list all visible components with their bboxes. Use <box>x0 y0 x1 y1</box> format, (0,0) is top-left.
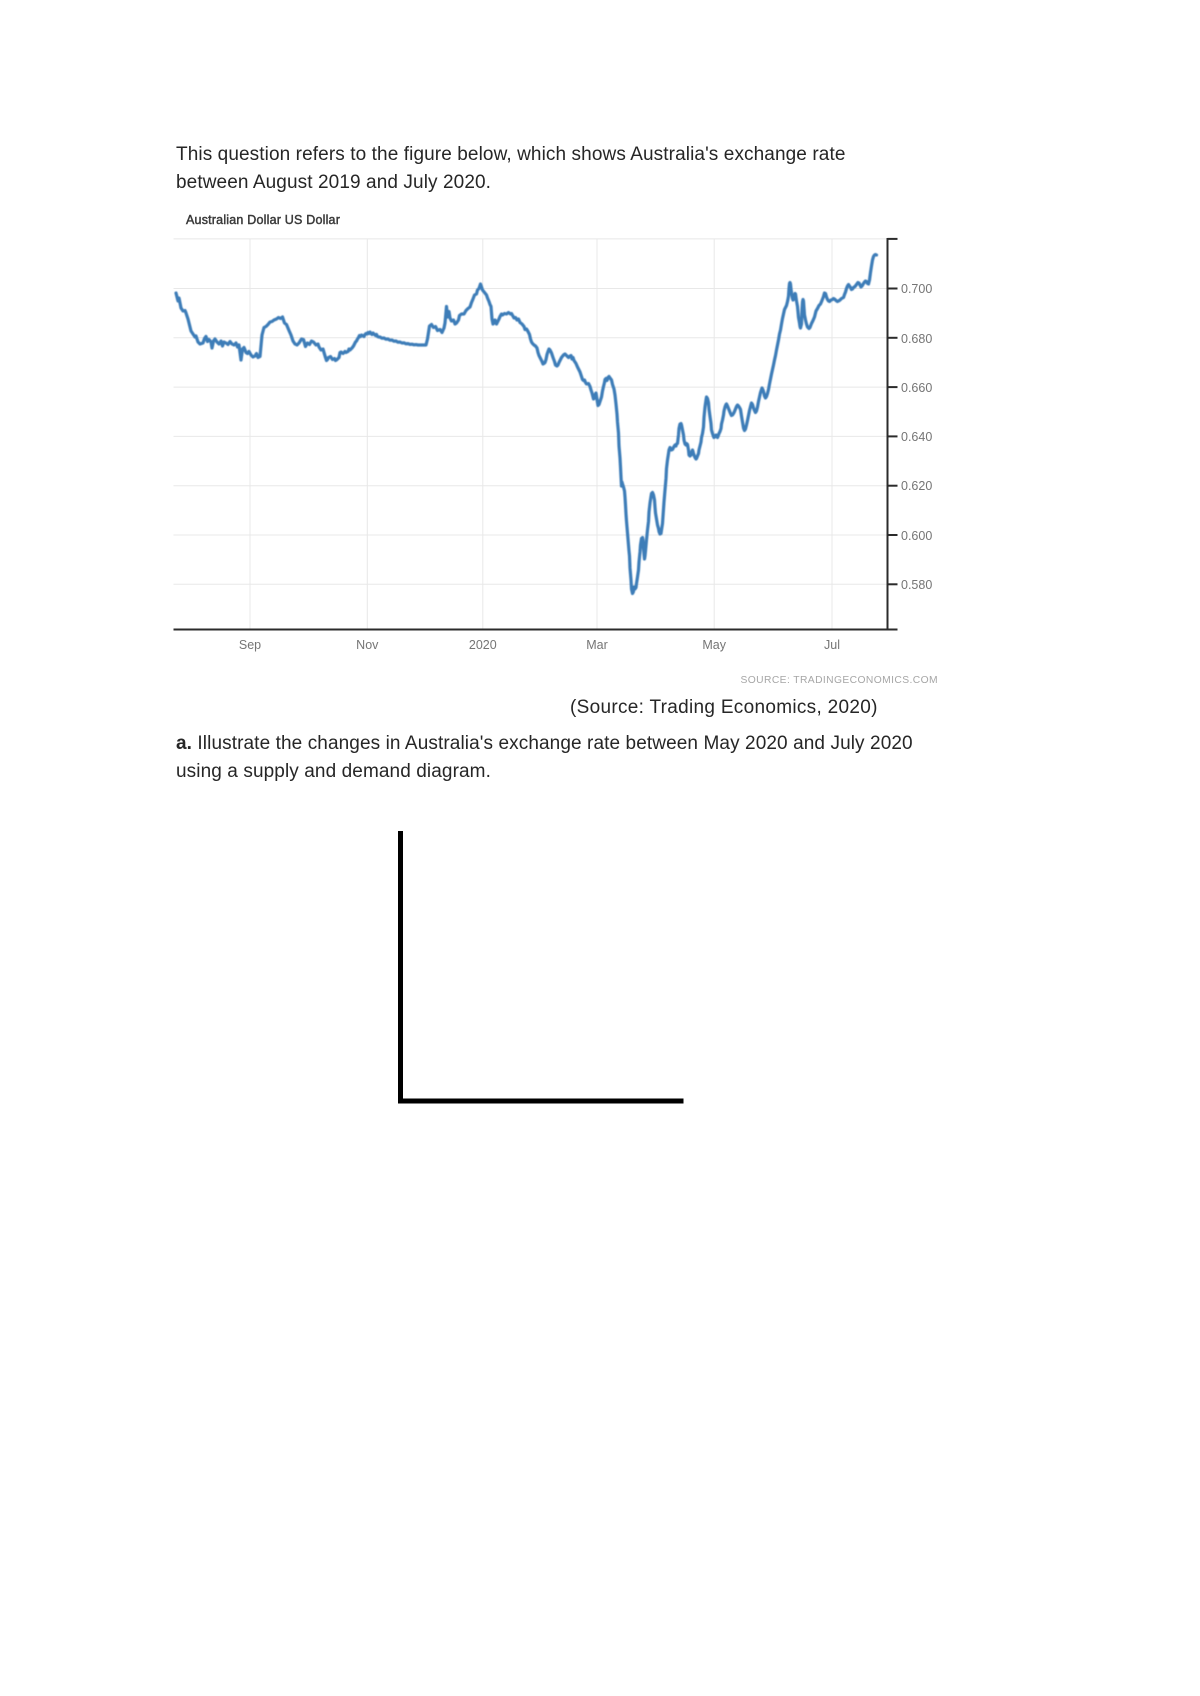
svg-text:SOURCE: TRADINGECONOMICS.COM: SOURCE: TRADINGECONOMICS.COM <box>740 675 938 686</box>
svg-text:May: May <box>702 638 726 652</box>
svg-text:0.600: 0.600 <box>901 529 932 543</box>
svg-text:0.580: 0.580 <box>901 578 932 592</box>
svg-text:0.640: 0.640 <box>901 430 932 444</box>
svg-text:Sep: Sep <box>239 638 261 652</box>
svg-text:2020: 2020 <box>469 638 497 652</box>
svg-text:0.620: 0.620 <box>901 479 932 493</box>
svg-text:Mar: Mar <box>586 638 608 652</box>
svg-text:0.700: 0.700 <box>901 282 932 296</box>
svg-text:Nov: Nov <box>356 638 379 652</box>
svg-text:Jul: Jul <box>824 638 840 652</box>
svg-text:0.680: 0.680 <box>901 332 932 346</box>
svg-text:0.660: 0.660 <box>901 381 932 395</box>
svg-text:Australian Dollar US Dollar: Australian Dollar US Dollar <box>186 213 340 227</box>
